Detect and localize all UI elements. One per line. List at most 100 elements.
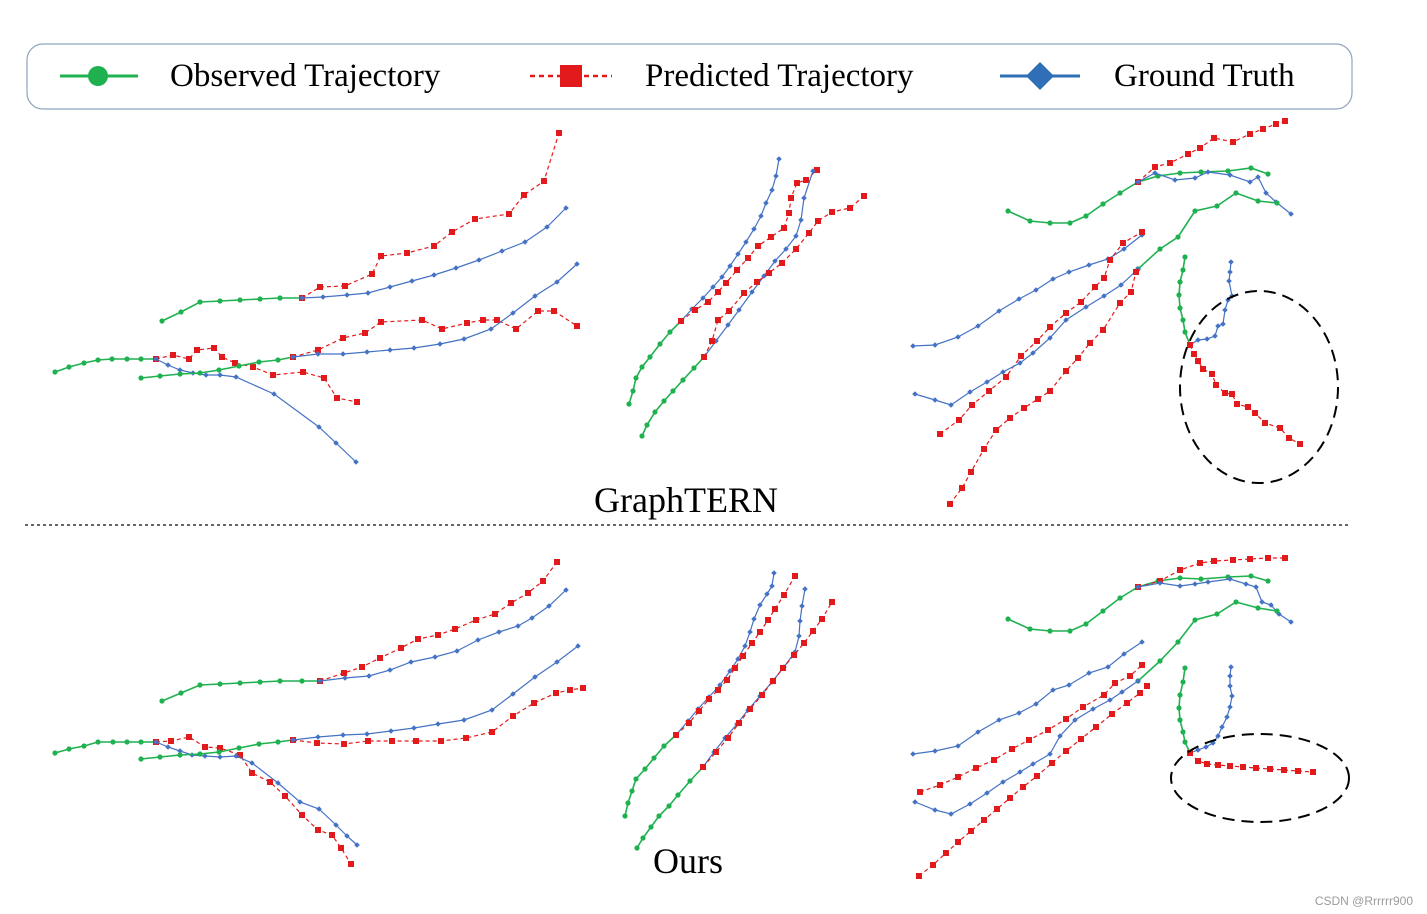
predicted-point	[1282, 118, 1288, 124]
observed-point	[1255, 605, 1261, 611]
predicted-point	[267, 779, 273, 785]
observed-point	[1182, 739, 1188, 745]
observed-trajectory	[622, 732, 679, 819]
ground-truth-point	[1268, 602, 1274, 608]
ground-truth-point	[1000, 779, 1006, 785]
predicted-point	[249, 770, 255, 776]
ground-truth-line	[292, 645, 579, 741]
ground-truth-point	[1090, 706, 1096, 712]
observed-point	[634, 845, 640, 851]
predicted-line	[319, 561, 558, 682]
predicted-trajectory	[1187, 342, 1303, 447]
observed-point	[1157, 658, 1163, 664]
observed-trajectory	[1005, 573, 1271, 634]
predicted-point	[1273, 121, 1279, 127]
ground-truth-point	[574, 261, 580, 267]
observed-point	[1177, 170, 1183, 176]
observed-point	[159, 318, 165, 324]
observed-point	[1180, 729, 1186, 735]
predicted-point	[1020, 784, 1026, 790]
ground-truth-point	[177, 367, 183, 373]
predicted-point	[472, 216, 478, 222]
ground-truth-point	[1066, 269, 1072, 275]
observed-point	[1233, 190, 1239, 196]
observed-trajectory	[159, 678, 323, 704]
ground-truth-point	[1047, 335, 1053, 341]
ground-truth-line	[914, 268, 1139, 406]
predicted-point	[574, 323, 580, 329]
ground-truth-point	[496, 629, 502, 635]
predicted-point	[1267, 766, 1273, 772]
observed-point	[66, 364, 72, 370]
predicted-point	[1213, 382, 1219, 388]
observed-point	[1233, 599, 1239, 605]
ground-truth-point	[1066, 682, 1072, 688]
ground-truth-point	[344, 833, 350, 839]
predicted-point	[404, 250, 410, 256]
predicted-trajectory	[299, 130, 562, 301]
predicted-point	[981, 817, 987, 823]
legend-ground-truth-marker	[1000, 62, 1080, 90]
predicted-line	[949, 271, 1137, 505]
predicted-point	[861, 193, 867, 199]
ground-truth-point	[453, 265, 459, 271]
observed-point	[666, 803, 672, 809]
predicted-point	[1101, 275, 1107, 281]
ground-truth-trajectory	[700, 586, 808, 770]
ground-truth-point	[340, 732, 346, 738]
ground-truth-line	[912, 234, 1143, 347]
predicted-point	[788, 195, 794, 201]
observed-point	[1265, 578, 1271, 584]
predicted-point	[1297, 441, 1303, 447]
predicted-point	[993, 427, 999, 433]
ground-truth-point	[802, 586, 808, 592]
observed-point	[1157, 246, 1163, 252]
predicted-point	[1260, 126, 1266, 132]
ground-truth-point	[1195, 747, 1201, 753]
ground-truth-point	[499, 248, 505, 254]
predicted-point	[1120, 240, 1126, 246]
ground-truth-point	[932, 807, 938, 813]
ground-truth-point	[1119, 689, 1125, 695]
predicted-point	[1009, 746, 1015, 752]
ground-truth-point	[365, 290, 371, 296]
predicted-point	[1101, 692, 1107, 698]
predicted-point	[168, 738, 174, 744]
observed-point	[1005, 208, 1011, 214]
predicted-line	[301, 132, 560, 299]
predicted-point	[1310, 769, 1316, 775]
predicted-point	[1063, 748, 1069, 754]
ground-truth-point	[719, 274, 725, 280]
observed-point	[1117, 190, 1123, 196]
ground-truth-point	[1205, 169, 1211, 175]
observed-point	[1180, 679, 1186, 685]
ground-truth-point	[1135, 584, 1141, 590]
predicted-point	[1007, 795, 1013, 801]
ground-truth-point	[967, 389, 973, 395]
ground-truth-point	[735, 251, 741, 257]
predicted-point	[810, 628, 816, 634]
ground-truth-point	[793, 233, 799, 239]
ground-truth-point	[975, 729, 981, 735]
observed-point	[1177, 692, 1183, 698]
ground-truth-point	[297, 799, 303, 805]
legend-ground-truth-label: Ground Truth	[1114, 58, 1295, 94]
ground-truth-point	[1033, 287, 1039, 293]
ground-truth-point	[249, 760, 255, 766]
predicted-point	[217, 745, 223, 751]
ground-truth-trajectory	[701, 168, 816, 360]
predicted-point	[1007, 415, 1013, 421]
observed-point	[1067, 628, 1073, 634]
predicted-point	[1107, 257, 1113, 263]
predicted-point	[535, 308, 541, 314]
ground-truth-trajectory	[912, 678, 1141, 817]
predicted-point	[736, 720, 742, 726]
ground-truth-point	[1228, 664, 1234, 670]
ground-truth-point	[758, 213, 764, 219]
predicted-point	[724, 677, 730, 683]
predicted-point	[806, 230, 812, 236]
predicted-point	[1211, 135, 1217, 141]
ground-truth-point	[1203, 744, 1209, 750]
ground-truth-point	[764, 591, 770, 597]
ground-truth-point	[364, 349, 370, 355]
